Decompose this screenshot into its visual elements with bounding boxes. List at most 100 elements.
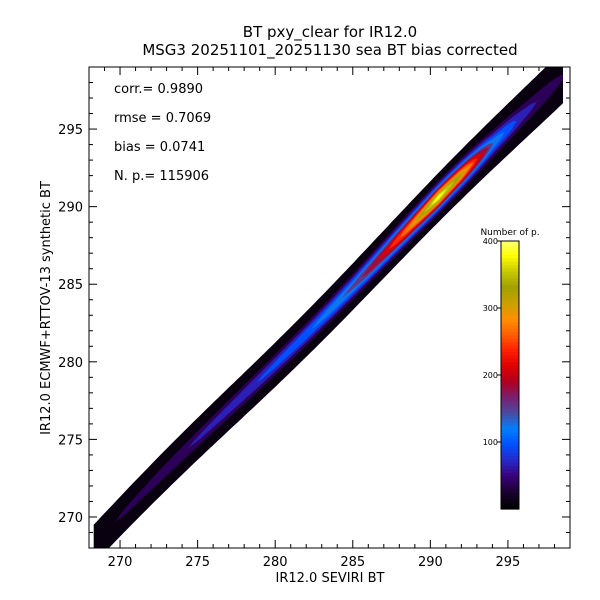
colorbar-step bbox=[501, 247, 519, 252]
colorbar-step bbox=[501, 254, 519, 259]
colorbar-step bbox=[501, 358, 519, 363]
colorbar-step bbox=[501, 314, 519, 319]
colorbar-step bbox=[501, 475, 519, 480]
colorbar-step bbox=[501, 284, 519, 289]
colorbar-step bbox=[501, 331, 519, 336]
colorbar-step bbox=[501, 428, 519, 433]
x-tick-label: 280 bbox=[263, 555, 288, 570]
colorbar-step bbox=[501, 261, 519, 266]
colorbar-step bbox=[501, 271, 519, 276]
colorbar-step bbox=[501, 482, 519, 487]
chart-title: BT pxy_clear for IR12.0 bbox=[243, 23, 417, 42]
colorbar-step bbox=[501, 458, 519, 463]
colorbar-step bbox=[501, 492, 519, 497]
x-tick-label: 275 bbox=[185, 555, 210, 570]
colorbar-step bbox=[501, 415, 519, 420]
stats-box: corr.= 0.9890 rmse = 0.7069 bias = 0.0741 N… bbox=[114, 82, 211, 184]
colorbar-step bbox=[501, 395, 519, 400]
colorbar-step bbox=[501, 361, 519, 366]
colorbar-tick-label: 200 bbox=[483, 371, 498, 380]
colorbar-step bbox=[501, 385, 519, 389]
colorbar-step bbox=[501, 334, 519, 339]
colorbar-step bbox=[501, 408, 519, 413]
y-tick-label: 295 bbox=[58, 123, 83, 138]
colorbar-step bbox=[501, 257, 519, 262]
stat-line: rmse = 0.7069 bbox=[114, 111, 211, 126]
colorbar-step bbox=[501, 462, 519, 467]
x-axis-label: IR12.0 SEVIRI BT bbox=[276, 571, 385, 586]
y-tick-label: 270 bbox=[58, 511, 83, 526]
chart-subtitle: MSG3 20251101_20251130 sea BT bias corre… bbox=[142, 41, 517, 60]
x-tick-label: 285 bbox=[340, 555, 365, 570]
plot-frame bbox=[88, 66, 571, 549]
colorbar-step bbox=[501, 318, 519, 322]
colorbar-step bbox=[501, 438, 519, 443]
colorbar-step bbox=[501, 287, 519, 292]
x-tick-label: 290 bbox=[418, 555, 443, 570]
y-tick-label: 290 bbox=[58, 201, 83, 216]
colorbar-step bbox=[501, 485, 519, 490]
colorbar-step bbox=[501, 468, 519, 473]
colorbar-step bbox=[501, 405, 519, 410]
colorbar-title: Number of p. bbox=[480, 228, 539, 238]
colorbar-step bbox=[501, 448, 519, 453]
colorbar-step bbox=[501, 341, 519, 346]
colorbar-step bbox=[501, 311, 519, 316]
colorbar-step bbox=[501, 505, 519, 510]
colorbar-step bbox=[501, 435, 519, 440]
colorbar-step bbox=[501, 391, 519, 396]
colorbar-step bbox=[501, 338, 519, 343]
colorbar-step bbox=[501, 421, 519, 426]
colorbar-step bbox=[501, 304, 519, 309]
colorbar-step bbox=[501, 418, 519, 423]
colorbar-step bbox=[501, 478, 519, 483]
colorbar-step bbox=[501, 445, 519, 450]
colorbar-step bbox=[501, 495, 519, 500]
colorbar-step bbox=[501, 351, 519, 356]
colorbar-step bbox=[501, 502, 519, 507]
colorbar-step bbox=[501, 465, 519, 470]
colorbar-step bbox=[501, 241, 519, 245]
colorbar-step bbox=[501, 277, 519, 282]
colorbar-step bbox=[501, 301, 519, 306]
colorbar-step bbox=[501, 281, 519, 286]
colorbar-step bbox=[501, 291, 519, 296]
colorbar-step bbox=[501, 398, 519, 403]
colorbar-step bbox=[501, 251, 519, 255]
colorbar-step bbox=[501, 381, 519, 386]
x-tick-label: 270 bbox=[108, 555, 133, 570]
colorbar-step bbox=[501, 321, 519, 326]
colorbar-step bbox=[501, 431, 519, 436]
colorbar-tick-label: 100 bbox=[483, 438, 498, 447]
colorbar-step bbox=[501, 442, 519, 446]
density-cloud bbox=[93, 67, 563, 548]
y-tick-label: 275 bbox=[58, 433, 83, 448]
colorbar-step bbox=[501, 308, 519, 312]
colorbar-step bbox=[501, 375, 519, 379]
colorbar-step bbox=[501, 452, 519, 456]
colorbar-step bbox=[501, 368, 519, 373]
stat-line: corr.= 0.9890 bbox=[114, 82, 203, 97]
colorbar-step bbox=[501, 425, 519, 430]
colorbar-tick-label: 400 bbox=[483, 237, 498, 246]
colorbar-step bbox=[501, 378, 519, 383]
colorbar-step bbox=[501, 297, 519, 302]
colorbar-step bbox=[501, 472, 519, 477]
colorbar-step bbox=[501, 294, 519, 299]
colorbar-step bbox=[501, 498, 519, 503]
colorbar-step bbox=[501, 264, 519, 269]
colorbar-step bbox=[501, 344, 519, 349]
colorbar-step bbox=[501, 274, 519, 279]
colorbar-step bbox=[501, 371, 519, 376]
stat-line: bias = 0.0741 bbox=[114, 140, 205, 155]
colorbar-tick-label: 300 bbox=[483, 304, 498, 313]
colorbar-step bbox=[501, 324, 519, 329]
colorbar-step bbox=[501, 411, 519, 416]
stat-line: N. p.= 115906 bbox=[114, 169, 209, 184]
y-axis: 270 275 280 285 290 295 bbox=[58, 66, 570, 549]
colorbar-step bbox=[501, 354, 519, 359]
colorbar-step bbox=[501, 267, 519, 272]
colorbar-step bbox=[501, 244, 519, 249]
